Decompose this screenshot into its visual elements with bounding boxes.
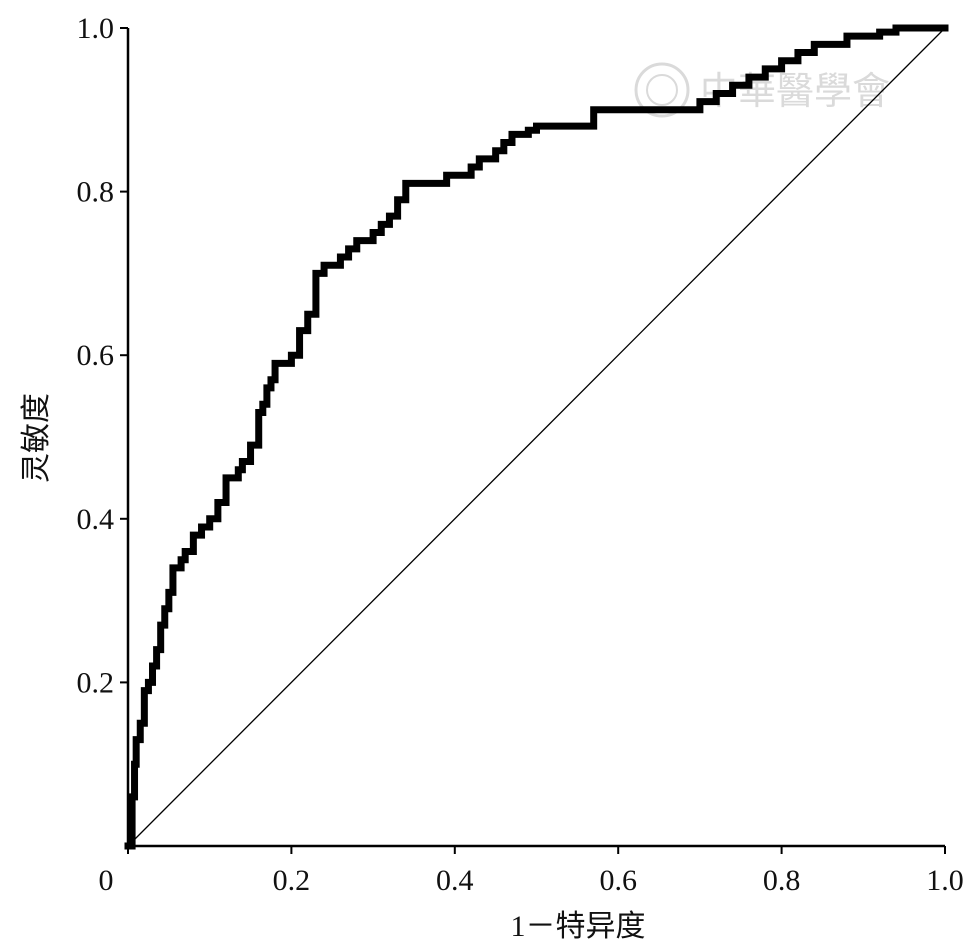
y-tick-label: 0.4 <box>77 503 115 536</box>
roc-curve <box>124 24 949 850</box>
y-tick-label: 0.6 <box>77 339 115 372</box>
x-tick-label: 0.6 <box>599 864 637 897</box>
chart-marks <box>124 24 949 850</box>
y-tick-label: 0.2 <box>77 666 115 699</box>
reference-diagonal-line <box>127 27 946 847</box>
x-tick-label: 0.2 <box>273 864 311 897</box>
watermark-seal-icon <box>634 62 690 118</box>
x-tick-label: 0.8 <box>763 864 801 897</box>
y-axis-title: 灵敏度 <box>20 393 53 483</box>
axes <box>120 27 946 854</box>
x-tick-label: 0 <box>99 864 114 897</box>
y-tick-label: 1.0 <box>77 12 115 45</box>
tick-labels: 0 0.2 0.4 0.6 0.8 1.0 0.2 0.4 0.6 0.8 1.0 <box>77 12 964 897</box>
watermark-seal-inner-icon <box>646 74 678 106</box>
x-axis-title: 1－特异度 <box>511 910 646 943</box>
x-tick-label: 0.4 <box>436 864 474 897</box>
y-tick-label: 0.8 <box>77 176 115 209</box>
x-tick-label: 1.0 <box>926 864 964 897</box>
